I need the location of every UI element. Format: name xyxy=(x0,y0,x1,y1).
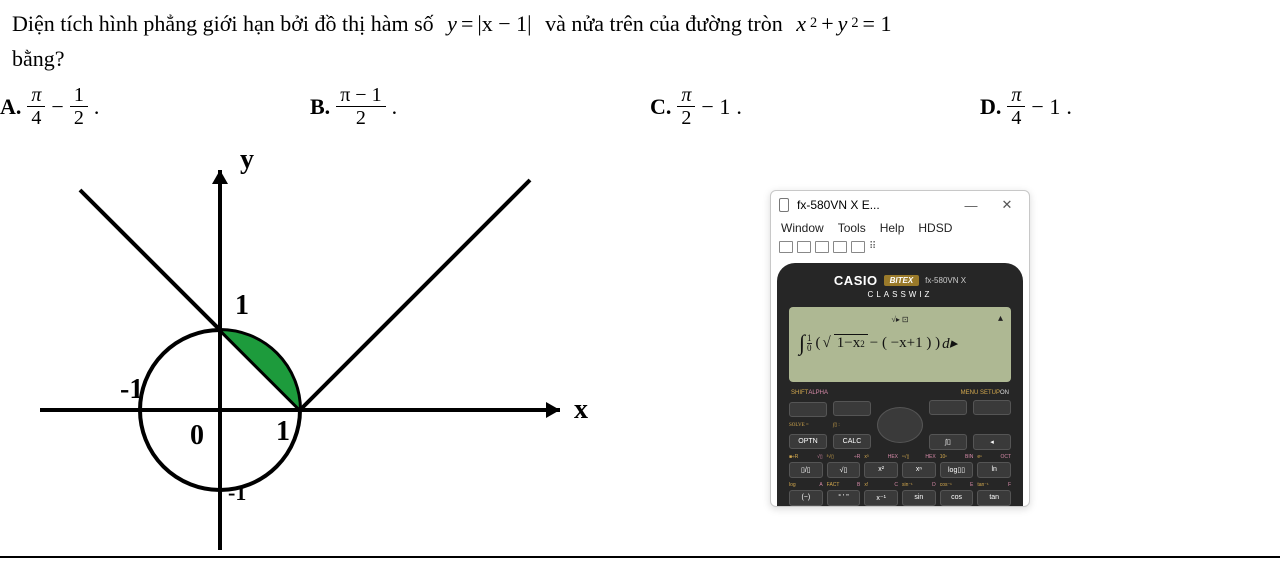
brand-casio: CASIO xyxy=(834,273,878,288)
menu-window[interactable]: Window xyxy=(781,221,824,235)
key-alpha[interactable] xyxy=(833,401,871,416)
key-x2[interactable]: x² xyxy=(864,462,898,478)
key-back[interactable]: ◂ xyxy=(973,434,1011,450)
classwiz-label: CLASSWIZ xyxy=(787,290,1013,299)
lcd-arrow-icon: ▴ xyxy=(998,313,1003,324)
key-xinv[interactable]: x⁻¹ xyxy=(864,490,898,506)
toolbar: ⠿ xyxy=(771,239,1029,259)
graph-svg xyxy=(20,150,600,560)
model-label: fx-580VN X xyxy=(925,276,966,285)
answer-b[interactable]: B. π − 1 2 . xyxy=(310,84,397,129)
menu-hdsd[interactable]: HDSD xyxy=(918,221,952,235)
sublabel-row-4: logA FACTB x!C sin⁻¹D cos⁻¹E tan⁻¹F xyxy=(787,482,1013,488)
key-calc[interactable]: CALC xyxy=(833,434,871,449)
answer-d[interactable]: D. π 4 − 1 . xyxy=(980,84,1072,129)
top-key-row: SOLVE = OPTN ∫▯ : CALC ∫▯ ◂ xyxy=(787,400,1013,450)
equation-2: x2 + y2 = 1 xyxy=(787,6,892,41)
key-xn[interactable]: xⁿ xyxy=(902,462,936,478)
q-text-before: Diện tích hình phẳng giới hạn bởi đồ thị… xyxy=(12,6,434,41)
tick-1-x: 1 xyxy=(276,416,290,448)
menubar: Window Tools Help HDSD xyxy=(771,219,1029,239)
key-row-3: ▯/▯ √▯ x² xⁿ log▯▯ ln xyxy=(787,462,1013,478)
question-text: Diện tích hình phẳng giới hạn bởi đồ thị… xyxy=(0,0,1280,76)
key-tan[interactable]: tan xyxy=(977,490,1011,506)
fn-label-row: SHIFT ALPHA MENU SETUP ON xyxy=(787,390,1013,396)
lcd-expression: ∫ 1 0 ( √1−x2 − ( −x+1 ) ) d▸ xyxy=(799,330,1001,356)
key-integral[interactable]: ∫▯ xyxy=(929,434,967,450)
key-sin[interactable]: sin xyxy=(902,490,936,506)
tick-1-y: 1 xyxy=(235,290,249,322)
key-cos[interactable]: cos xyxy=(940,490,974,506)
axis-label-y: y xyxy=(240,144,254,176)
lcd-indicator: √▸ ⊡ xyxy=(799,315,1001,324)
key-neg[interactable]: (−) xyxy=(789,490,823,506)
toolbar-icon[interactable] xyxy=(797,241,811,253)
window-title: fx-580VN X E... xyxy=(797,198,949,212)
toolbar-icon[interactable] xyxy=(833,241,847,253)
calculator-window: fx-580VN X E... — ✕ Window Tools Help HD… xyxy=(770,190,1030,507)
key-sqrt[interactable]: √▯ xyxy=(827,462,861,478)
badge-bitex: BITEX xyxy=(884,275,920,286)
menu-tools[interactable]: Tools xyxy=(838,221,866,235)
q-text-end: bằng? xyxy=(12,41,1268,76)
answer-c[interactable]: C. π 2 − 1 . xyxy=(650,84,742,129)
minimize-button[interactable]: — xyxy=(957,198,985,213)
lcd-display: √▸ ⊡ ▴ ∫ 1 0 ( √1−x2 − ( −x+1 ) ) d▸ xyxy=(789,307,1011,382)
close-button[interactable]: ✕ xyxy=(993,197,1021,213)
key-ln[interactable]: ln xyxy=(977,462,1011,478)
calc-icon xyxy=(779,198,789,212)
key-optn[interactable]: OPTN xyxy=(789,434,827,449)
axis-label-x: x xyxy=(574,394,588,426)
key-on[interactable] xyxy=(973,400,1011,415)
key-frac[interactable]: ▯/▯ xyxy=(789,462,823,478)
key-log[interactable]: log▯▯ xyxy=(940,462,974,478)
tick-neg1-y: -1 xyxy=(228,480,246,506)
toolbar-grid-icon[interactable]: ⠿ xyxy=(869,241,876,253)
tick-neg1: -1 xyxy=(120,374,143,406)
q-text-mid: và nửa trên của đường tròn xyxy=(545,6,783,41)
toolbar-icon[interactable] xyxy=(815,241,829,253)
dpad[interactable] xyxy=(877,407,923,443)
toolbar-icon[interactable] xyxy=(779,241,793,253)
menu-help[interactable]: Help xyxy=(880,221,905,235)
key-row-4: (−) ° ' " x⁻¹ sin cos tan xyxy=(787,490,1013,506)
toolbar-icon[interactable] xyxy=(851,241,865,253)
answers-row: A. π 4 − 1 2 . B. π − 1 2 . C. π 2 − 1 .… xyxy=(0,76,1280,136)
sublabel-row-3: ■÷R√▯ ³√▯÷R x³HEX ⁿ√▯HEX 10ⁿBIN eⁿOCT xyxy=(787,454,1013,460)
graph: y x 1 -1 0 1 -1 xyxy=(20,150,600,560)
key-shift[interactable] xyxy=(789,402,827,417)
calculator-body: CASIO BITEX fx-580VN X CLASSWIZ √▸ ⊡ ▴ ∫… xyxy=(777,263,1023,506)
origin-label: 0 xyxy=(190,420,204,452)
answer-a[interactable]: A. π 4 − 1 2 . xyxy=(0,84,99,129)
equation-1: y = |x − 1| xyxy=(438,6,541,41)
key-dms[interactable]: ° ' " xyxy=(827,490,861,506)
key-menu[interactable] xyxy=(929,400,967,415)
titlebar[interactable]: fx-580VN X E... — ✕ xyxy=(771,191,1029,219)
